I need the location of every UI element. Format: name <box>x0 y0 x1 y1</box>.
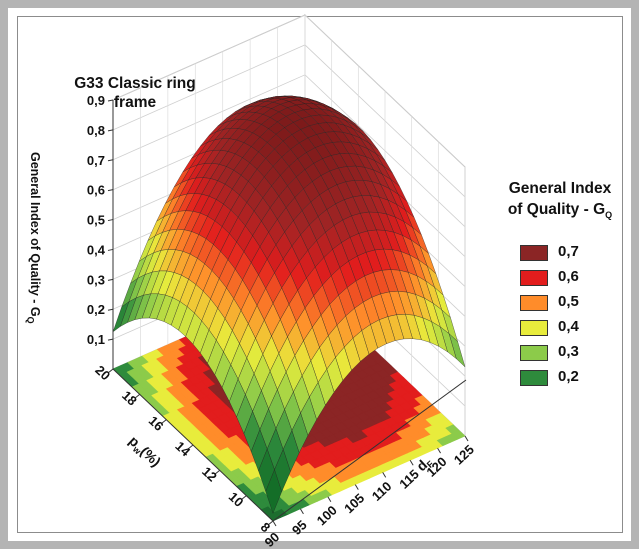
x-tick <box>214 469 220 475</box>
surface-patch <box>265 469 282 514</box>
legend-label: 0,6 <box>558 268 579 285</box>
x-tick <box>134 393 140 399</box>
x-tick <box>267 520 274 526</box>
z-tick <box>107 338 114 341</box>
z-tick-label: 0,1 <box>87 332 105 347</box>
z-tick <box>107 219 114 222</box>
legend-swatch <box>520 295 548 311</box>
y-tick <box>382 472 387 478</box>
z-tick-label: 0,5 <box>87 213 105 228</box>
y-tick <box>272 520 277 527</box>
y-tick <box>354 484 359 490</box>
legend-title: General Index of Quality - GQ <box>507 180 613 221</box>
z-tick-label: 0,9 <box>87 93 105 108</box>
y-tick-label: 100 <box>314 503 340 529</box>
x-tick <box>107 368 114 374</box>
y-tick <box>464 435 469 442</box>
z-tick-label: 0,8 <box>87 123 105 138</box>
legend-swatch <box>520 345 548 361</box>
z-tick <box>107 189 114 192</box>
y-tick <box>409 460 414 466</box>
x-tick-label: 20 <box>92 362 113 383</box>
y-tick-label: 105 <box>341 490 367 516</box>
z-tick <box>107 248 114 251</box>
legend-label: 0,3 <box>558 343 579 360</box>
z-tick-label: 0,4 <box>87 242 106 257</box>
y-tick <box>327 496 332 502</box>
legend-swatch <box>520 245 548 261</box>
y-tick-label: 95 <box>289 517 310 538</box>
z-tick-label: 0,6 <box>87 183 105 198</box>
legend-swatch <box>520 320 548 336</box>
y-tick <box>437 447 442 454</box>
legend-swatch <box>520 270 548 286</box>
y-axis-line <box>272 379 467 522</box>
z-tick <box>107 99 114 102</box>
legend-label: 0,4 <box>558 318 579 335</box>
z-tick <box>107 159 114 162</box>
legend-swatch <box>520 370 548 386</box>
z-tick-label: 0,7 <box>87 153 105 168</box>
legend-label: 0,2 <box>558 368 579 385</box>
y-tick-label: 110 <box>369 478 395 503</box>
x-tick <box>187 444 194 450</box>
x-axis-label: pw(%) <box>125 432 165 471</box>
y-tick-label: 125 <box>451 442 477 468</box>
z-tick <box>107 278 114 281</box>
z-tick <box>107 308 114 311</box>
plot-border <box>17 16 623 533</box>
surface <box>112 95 466 514</box>
z-tick <box>107 129 114 132</box>
z-tick-label: 0,3 <box>87 272 105 287</box>
legend-label: 0,7 <box>558 243 579 260</box>
y-tick <box>299 508 304 515</box>
x-tick <box>241 495 247 501</box>
x-tick <box>161 419 167 425</box>
z-tick-label: 0,2 <box>87 302 105 317</box>
chart-title: G33 Classic ring frame <box>74 75 196 111</box>
y-tick-label: 115 <box>396 466 422 491</box>
z-axis-label: General Index of Quality - GQ <box>25 152 43 324</box>
legend-label: 0,5 <box>558 293 579 310</box>
